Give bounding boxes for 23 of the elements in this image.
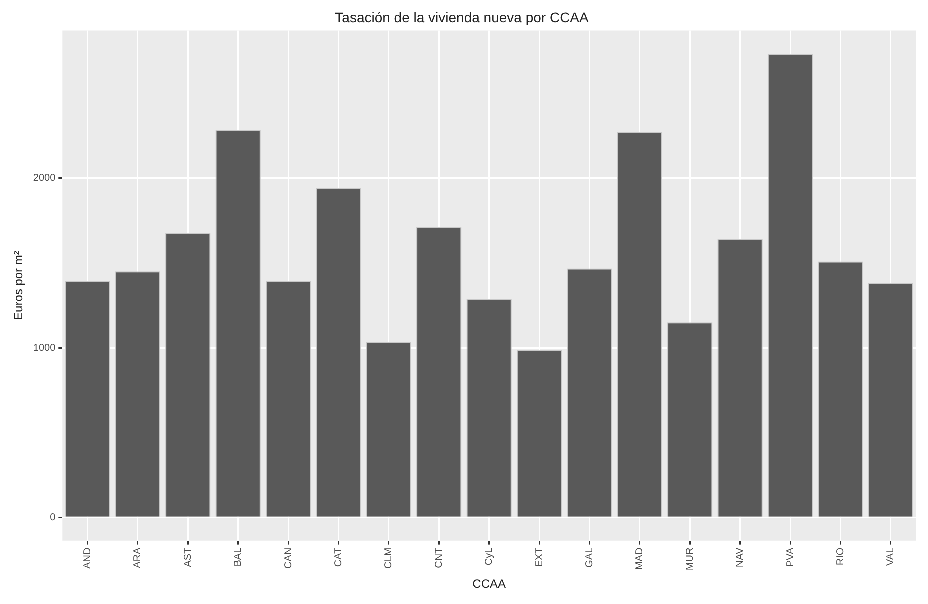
x-tick-label: AND (82, 548, 94, 569)
x-tick-label: CNT (434, 548, 445, 568)
x-tick-label: CLM (384, 548, 395, 569)
y-axis-title: Euros por m² (12, 251, 26, 320)
y-tick-label: 2000 (33, 173, 56, 184)
x-axis-title: CCAA (472, 577, 506, 592)
y-tick-label: 0 (50, 512, 56, 524)
x-tick-label: RIO (835, 548, 846, 566)
x-tick-label: CyL (484, 547, 496, 566)
x-tick-label: CAN (283, 548, 294, 569)
y-tick-label: 1000 (33, 342, 56, 354)
x-tick-label: BAL (233, 547, 244, 567)
x-tick-label: MUR (684, 548, 696, 571)
x-tick-label: EXT (534, 548, 546, 568)
x-tick-label: AST (182, 548, 194, 568)
x-tick-label: CAT (333, 548, 344, 568)
x-tick-label: ARA (132, 547, 144, 568)
x-tick-label: GAL (584, 547, 596, 568)
chart-title: Tasación de la vivienda nueva por CCAA (335, 9, 590, 26)
x-tick-label: NAV (735, 548, 746, 568)
x-tick-label: MAD (634, 548, 646, 570)
x-tick-label: PVA (785, 548, 796, 568)
x-tick-label: VAL (886, 547, 897, 566)
